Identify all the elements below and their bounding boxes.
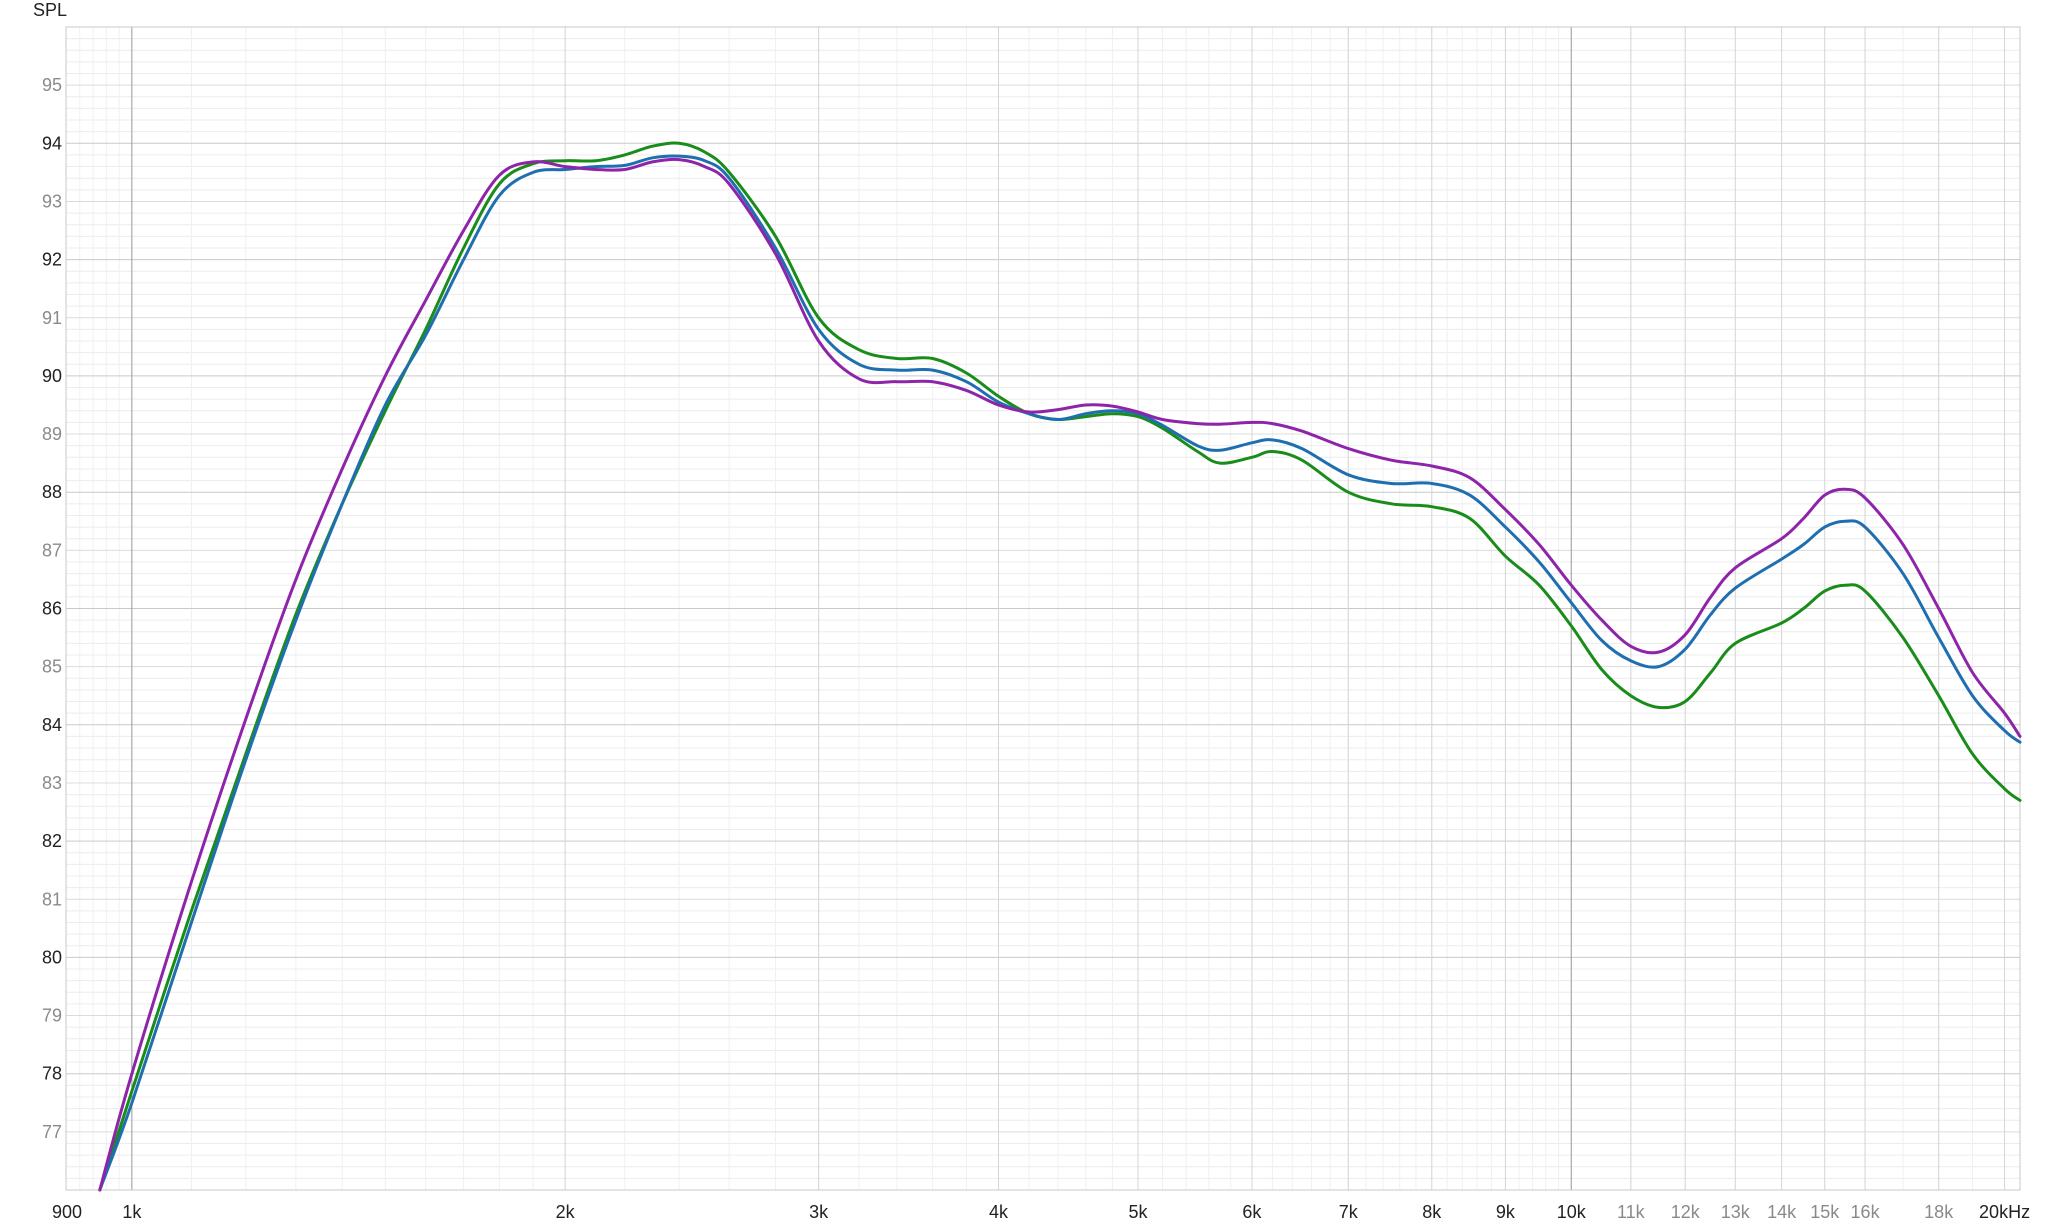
- y-tick-label: 80: [42, 947, 62, 967]
- x-tick-label: 8k: [1422, 1202, 1442, 1222]
- x-tick-label: 2k: [556, 1202, 576, 1222]
- y-tick-label: 84: [42, 715, 62, 735]
- major-grid: [65, 26, 2020, 1191]
- x-tick-label: 4k: [989, 1202, 1009, 1222]
- y-tick-label: 94: [42, 133, 62, 153]
- y-tick-label: 93: [42, 191, 62, 211]
- x-tick-label: 7k: [1339, 1202, 1359, 1222]
- x-tick-label: 11k: [1617, 1202, 1646, 1222]
- y-tick-label: 79: [42, 1006, 62, 1026]
- series-line-3: [98, 157, 2022, 1192]
- x-tick-label: 6k: [1242, 1202, 1262, 1222]
- x-tick-label: 1k: [122, 1202, 142, 1222]
- x-tick-label: 900: [52, 1202, 82, 1222]
- x-tick-label: 12k: [1671, 1202, 1701, 1222]
- series-layer: [98, 141, 2022, 1192]
- y-tick-label: 89: [42, 424, 62, 444]
- y-tick-label: 92: [42, 250, 62, 270]
- x-tick-label: 5k: [1128, 1202, 1148, 1222]
- y-tick-label: 90: [42, 366, 62, 386]
- series-line-2: [98, 154, 2022, 1192]
- plot-frame: [65, 26, 2021, 1191]
- y-tick-label: 86: [42, 599, 62, 619]
- y-axis-label: SPL: [33, 0, 67, 20]
- y-tick-label: 78: [42, 1064, 62, 1084]
- x-tick-label: 9k: [1496, 1202, 1516, 1222]
- y-axis-ticks: 77 78 79 80 81 82 83 84 85 86 87 88 89 90 91 92 93 94 95: [42, 75, 62, 1142]
- y-tick-label: 77: [42, 1122, 62, 1142]
- x-tick-label: 20kHz: [1979, 1202, 2030, 1222]
- y-tick-label: 85: [42, 657, 62, 677]
- x-tick-label: 18k: [1924, 1202, 1954, 1222]
- x-tick-label: 15k: [1810, 1202, 1840, 1222]
- y-tick-label: 95: [42, 75, 62, 95]
- y-tick-label: 88: [42, 482, 62, 502]
- x-tick-label: 13k: [1721, 1202, 1751, 1222]
- y-tick-label: 82: [42, 831, 62, 851]
- x-tick-label: 3k: [809, 1202, 829, 1222]
- y-tick-label: 91: [42, 308, 62, 328]
- series-line-1: [98, 141, 2022, 1192]
- y-tick-label: 81: [42, 889, 62, 909]
- x-tick-label: 10k: [1557, 1202, 1587, 1222]
- x-tick-label: 14k: [1767, 1202, 1797, 1222]
- y-tick-label: 87: [42, 540, 62, 560]
- y-tick-label: 83: [42, 773, 62, 793]
- x-tick-label: 16k: [1851, 1202, 1881, 1222]
- x-axis-ticks: 900 1k 2k 3k 4k 5k 6k 7k 8k 9k 10k 11k 12k 13k 14k 15k 1…: [52, 1202, 2030, 1222]
